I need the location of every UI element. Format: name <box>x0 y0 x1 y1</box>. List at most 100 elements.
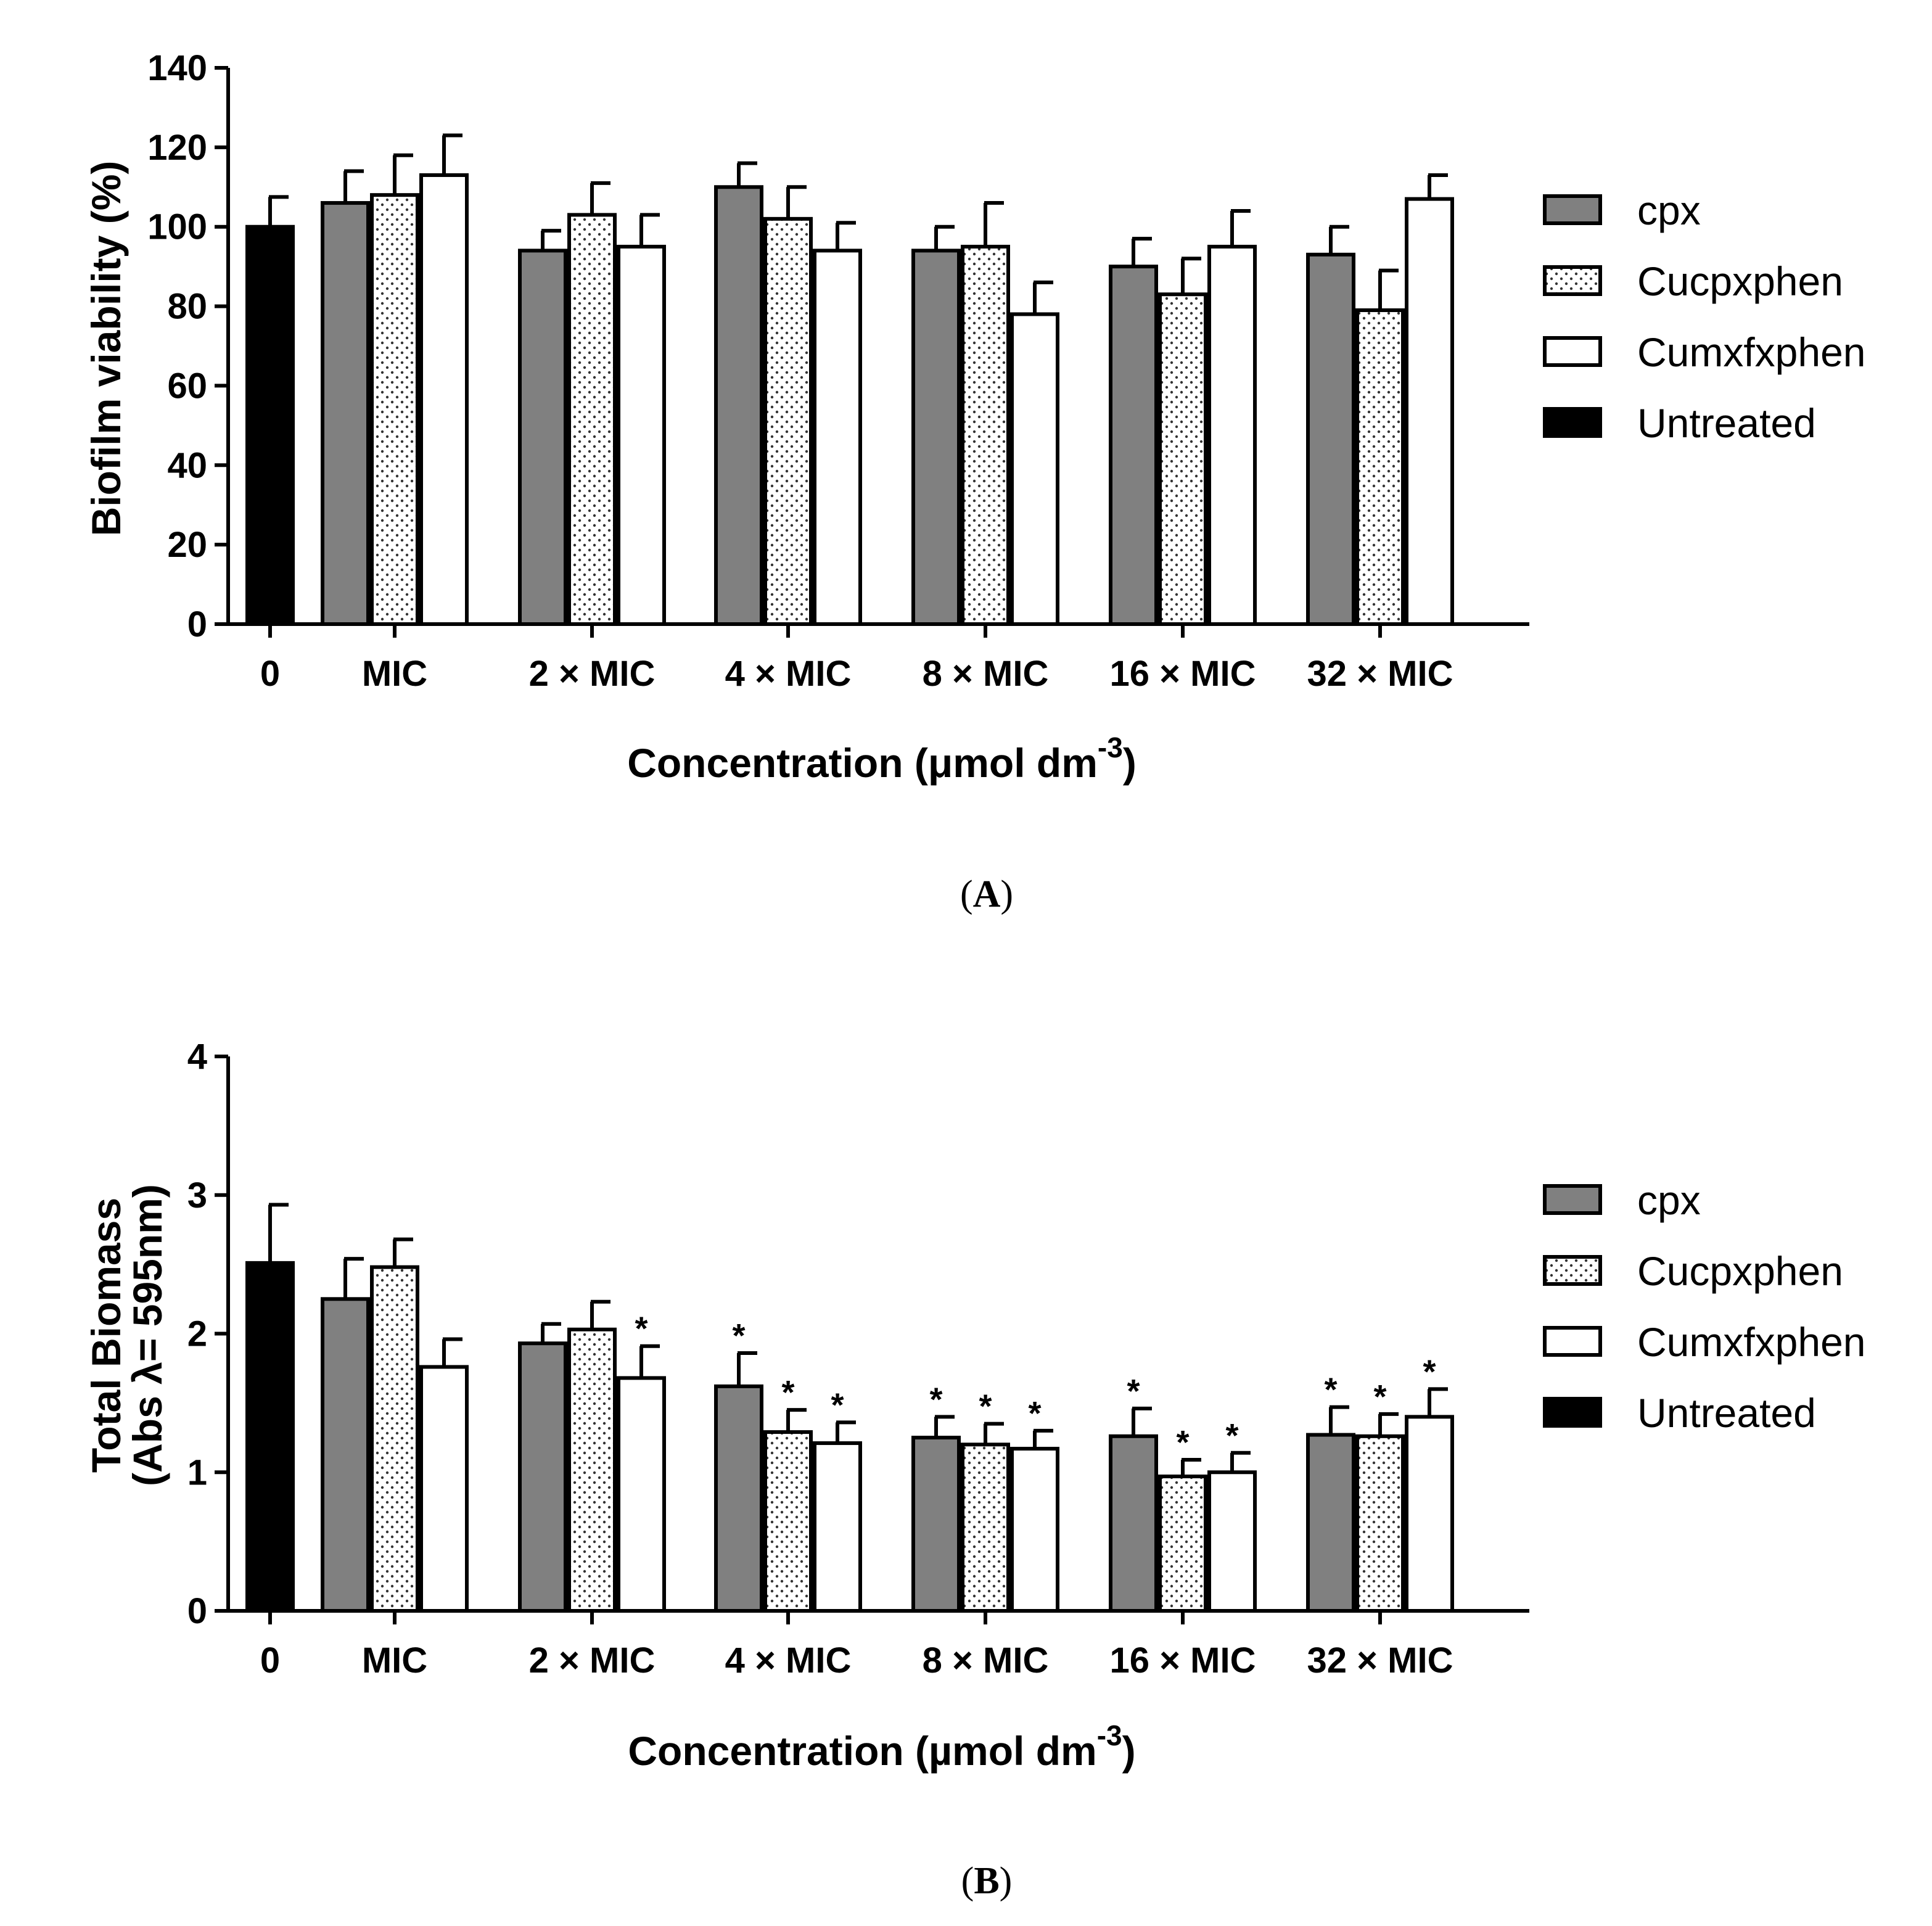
y-tick-label: 100 <box>147 207 207 247</box>
legend-label: cpx <box>1637 187 1701 233</box>
bar <box>813 249 862 627</box>
x-tick-label: 4 × MIC <box>725 654 852 694</box>
y-tick-label: 80 <box>167 287 207 327</box>
y-tick-label: 120 <box>147 128 207 168</box>
legend-label: cpx <box>1637 1177 1701 1223</box>
bar <box>245 1261 295 1613</box>
bar <box>1010 312 1059 626</box>
legend-swatch <box>1543 336 1602 367</box>
significance-marker: * <box>732 1317 745 1354</box>
y-tick-label: 40 <box>167 445 207 485</box>
bar <box>245 224 295 626</box>
legend-label: Untreated <box>1637 400 1816 446</box>
x-tick-label: 16 × MIC <box>1110 1640 1256 1681</box>
bar <box>1010 1447 1059 1613</box>
significance-marker: * <box>1324 1372 1337 1409</box>
legend-swatch <box>1543 1184 1602 1215</box>
bar <box>1109 1434 1158 1613</box>
x-tick-label: 2 × MIC <box>529 1640 656 1681</box>
x-tick-label: 2 × MIC <box>529 654 656 694</box>
legend-swatch <box>1543 194 1602 225</box>
legend-label: Cucpxphen <box>1637 258 1843 304</box>
x-tick-label: MIC <box>362 654 427 694</box>
legend-label: Cumxfxphen <box>1637 1319 1866 1365</box>
bar <box>714 185 763 626</box>
significance-marker: * <box>781 1374 794 1411</box>
bar <box>370 1265 419 1613</box>
bar <box>1207 1470 1257 1613</box>
bar <box>567 1327 617 1613</box>
y-tick-label: 3 <box>187 1175 207 1216</box>
panel-label: (B) <box>961 1860 1013 1902</box>
bar <box>518 249 567 627</box>
bar <box>1306 1433 1355 1613</box>
y-tick-label: 4 <box>187 1037 207 1077</box>
y-tick-label: 0 <box>187 1591 207 1631</box>
y-tick-label: 60 <box>167 366 207 406</box>
bar <box>763 1430 813 1613</box>
bar <box>1355 1434 1405 1613</box>
bar <box>911 249 961 627</box>
bar <box>1405 1415 1454 1613</box>
bar <box>321 1297 370 1613</box>
significance-marker: * <box>831 1386 844 1423</box>
significance-marker: * <box>635 1311 647 1348</box>
legend: cpx Cucpxphen Cumxfxphen Untreated <box>1543 1177 1866 1436</box>
y-tick-label: 140 <box>147 48 207 88</box>
significance-marker: * <box>1423 1353 1436 1390</box>
x-tick-label: MIC <box>362 1640 427 1681</box>
bar <box>1109 265 1158 626</box>
bar <box>1405 197 1454 627</box>
x-tick-label: 0 <box>260 654 280 694</box>
x-tick-label: 8 × MIC <box>923 1640 1049 1681</box>
legend-swatch <box>1543 265 1602 296</box>
bar <box>1306 252 1355 627</box>
bar <box>567 213 617 626</box>
bar <box>961 244 1010 626</box>
x-tick-label: 8 × MIC <box>923 654 1049 694</box>
bar <box>714 1384 763 1613</box>
x-tick-label: 4 × MIC <box>725 1640 852 1681</box>
significance-marker: * <box>979 1388 992 1425</box>
y-tick-label: 2 <box>187 1314 207 1354</box>
bar <box>911 1436 961 1613</box>
x-tick-label: 32 × MIC <box>1307 654 1453 694</box>
bar <box>1158 1474 1207 1613</box>
legend: cpx Cucpxphen Cumxfxphen Untreated <box>1543 187 1866 446</box>
bar <box>763 216 813 627</box>
significance-marker: * <box>1028 1395 1041 1432</box>
significance-marker: * <box>1127 1373 1140 1410</box>
panel-a-chart: Biofilm viability (%) 0 20 40 60 80 100 120 140… <box>83 48 1866 915</box>
legend-swatch <box>1543 1255 1602 1286</box>
y-axis-title: Biofilm viability (%) <box>83 161 129 537</box>
x-axis-title: Concentration (μmol dm-3) <box>627 731 1137 786</box>
bar <box>419 173 469 626</box>
y-axis-title: Total Biomass <box>83 1198 129 1473</box>
bar <box>813 1441 862 1613</box>
bar <box>1355 308 1405 626</box>
significance-marker: * <box>1225 1417 1238 1454</box>
y-tick-label: 1 <box>187 1452 207 1492</box>
legend-swatch <box>1543 1326 1602 1357</box>
bar <box>370 193 419 626</box>
legend-swatch <box>1543 1397 1602 1428</box>
panel-b-chart: Total Biomass (Abs λ= 595nm) * * * * * * * * * * *… <box>83 1037 1866 1902</box>
bar <box>518 1341 567 1613</box>
legend-label: Cumxfxphen <box>1637 329 1866 375</box>
x-tick-label: 0 <box>260 1640 280 1681</box>
bar <box>1207 244 1257 626</box>
panel-label: (A) <box>960 873 1013 915</box>
y-tick-label: 20 <box>167 525 207 565</box>
legend-label: Cucpxphen <box>1637 1248 1843 1294</box>
legend-swatch <box>1543 407 1602 438</box>
significance-marker: * <box>1176 1424 1189 1461</box>
significance-marker: * <box>929 1381 942 1418</box>
bar <box>617 1376 666 1613</box>
significance-marker: * <box>1373 1378 1386 1415</box>
y-tick-label: 0 <box>187 604 207 644</box>
x-tick-label: 32 × MIC <box>1307 1640 1453 1681</box>
bar <box>617 244 666 626</box>
legend-label: Untreated <box>1637 1390 1816 1436</box>
x-axis-title: Concentration (µmol dm-3) <box>628 1719 1135 1774</box>
